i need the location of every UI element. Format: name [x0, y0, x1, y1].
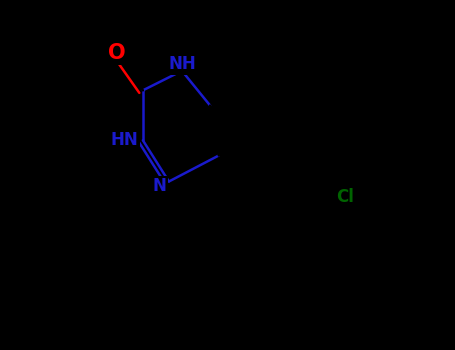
- Text: HN: HN: [111, 131, 138, 149]
- Text: NH: NH: [168, 55, 196, 73]
- Text: Cl: Cl: [336, 188, 354, 206]
- Text: O: O: [108, 43, 126, 63]
- Text: N: N: [153, 177, 167, 195]
